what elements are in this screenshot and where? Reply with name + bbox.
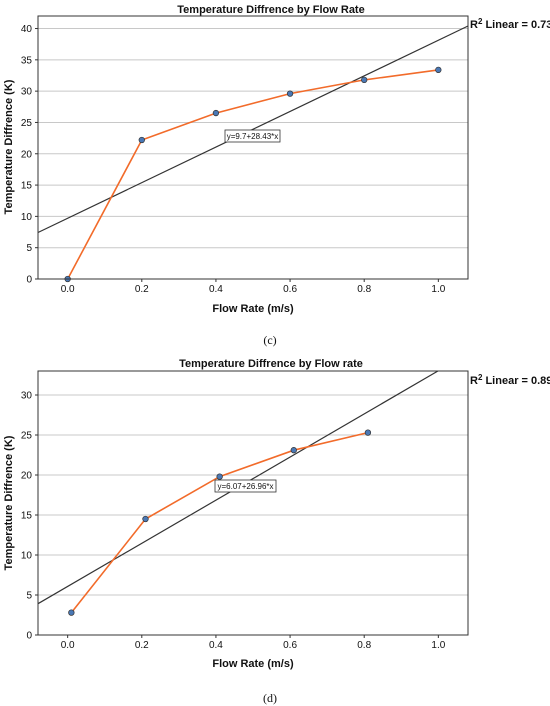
chart-c-fit-line (37, 25, 469, 234)
x-tick-label: 0.6 (283, 284, 297, 295)
chart-c-data-points (64, 66, 442, 283)
x-tick-label: 1.0 (431, 640, 445, 651)
series-line (66, 69, 439, 280)
chart-c: Temperature Diffrence by Flow Rate R2 Li… (3, 4, 550, 347)
chart-d-plot-frame (37, 370, 469, 636)
chart-c-caption: (c) (263, 333, 276, 347)
chart-c-title: Temperature Diffrence by Flow Rate (177, 4, 364, 16)
y-tick-label: 40 (21, 24, 33, 35)
y-tick-label: 20 (21, 471, 33, 482)
y-tick-label: 5 (26, 243, 32, 254)
x-tick-label: 0.4 (209, 284, 223, 295)
data-point (142, 515, 149, 523)
data-point (286, 90, 294, 97)
x-tick-label: 0.8 (357, 284, 371, 295)
chart-d-y-axis-label: Temperature Diffrence (K) (3, 435, 15, 570)
chart-d-y-tick-labels: 0 5 10 15 20 25 30 (21, 391, 38, 642)
chart-c-r2-label: R2 Linear = 0.738 (470, 17, 550, 31)
chart-d-equation: y=6.07+26.96*x (217, 482, 273, 491)
chart-d-title: Temperature Diffrence by Flow rate (179, 358, 363, 370)
chart-c-equation: y=9.7+28.43*x (227, 132, 279, 141)
fit-line (37, 25, 469, 234)
y-tick-label: 10 (21, 551, 33, 562)
chart-d-caption: (d) (263, 691, 277, 705)
y-tick-label: 30 (21, 87, 33, 98)
y-tick-label: 20 (21, 149, 33, 160)
chart-d-r2-label: R2 Linear = 0.891 (470, 373, 550, 387)
y-tick-label: 30 (21, 391, 33, 402)
x-tick-label: 0.0 (61, 640, 75, 651)
y-tick-label: 35 (21, 55, 33, 66)
y-tick-label: 0 (26, 275, 32, 286)
x-tick-label: 0.0 (61, 284, 75, 295)
y-tick-label: 25 (21, 431, 33, 442)
data-point (138, 136, 145, 144)
chart-d-x-axis-label: Flow Rate (m/s) (212, 658, 294, 670)
chart-c-x-axis-label: Flow Rate (m/s) (212, 303, 294, 315)
y-tick-label: 10 (21, 212, 33, 223)
y-tick-label: 25 (21, 118, 33, 129)
chart-d-equation-box: y=6.07+26.96*x (214, 479, 277, 493)
chart-c-y-axis-label: Temperature Diffrence (K) (3, 79, 15, 214)
chart-d-series-line (70, 431, 369, 614)
series-line (70, 431, 369, 614)
chart-c-x-tick-labels: 0.0 0.2 0.4 0.6 0.8 1.0 (61, 279, 446, 295)
x-tick-label: 0.2 (135, 640, 149, 651)
y-tick-label: 5 (26, 591, 32, 602)
data-point (364, 429, 372, 436)
data-point (216, 473, 223, 480)
chart-d-data-points (68, 429, 372, 616)
y-tick-label: 0 (26, 631, 32, 642)
data-point (212, 109, 220, 117)
chart-c-y-tick-labels: 0 5 10 15 20 25 30 35 40 (21, 24, 38, 286)
chart-c-plot-frame (37, 15, 469, 280)
y-tick-label: 15 (21, 181, 33, 192)
data-point (361, 76, 368, 84)
chart-c-series-line (66, 69, 439, 280)
chart-d-gridlines (38, 394, 468, 596)
chart-d-x-tick-labels: 0.0 0.2 0.4 0.6 0.8 1.0 (61, 635, 446, 651)
x-tick-label: 0.4 (209, 640, 223, 651)
x-tick-label: 0.2 (135, 284, 149, 295)
data-point (68, 609, 75, 616)
chart-c-gridlines (38, 28, 468, 249)
chart-c-equation-box: y=9.7+28.43*x (224, 129, 281, 143)
y-tick-label: 15 (21, 511, 33, 522)
data-point (290, 447, 297, 454)
x-tick-label: 1.0 (431, 284, 445, 295)
chart-d: Temperature Diffrence by Flow rate R2 Li… (3, 358, 550, 705)
data-point (435, 66, 442, 74)
x-tick-label: 0.8 (357, 640, 371, 651)
x-tick-label: 0.6 (283, 640, 297, 651)
